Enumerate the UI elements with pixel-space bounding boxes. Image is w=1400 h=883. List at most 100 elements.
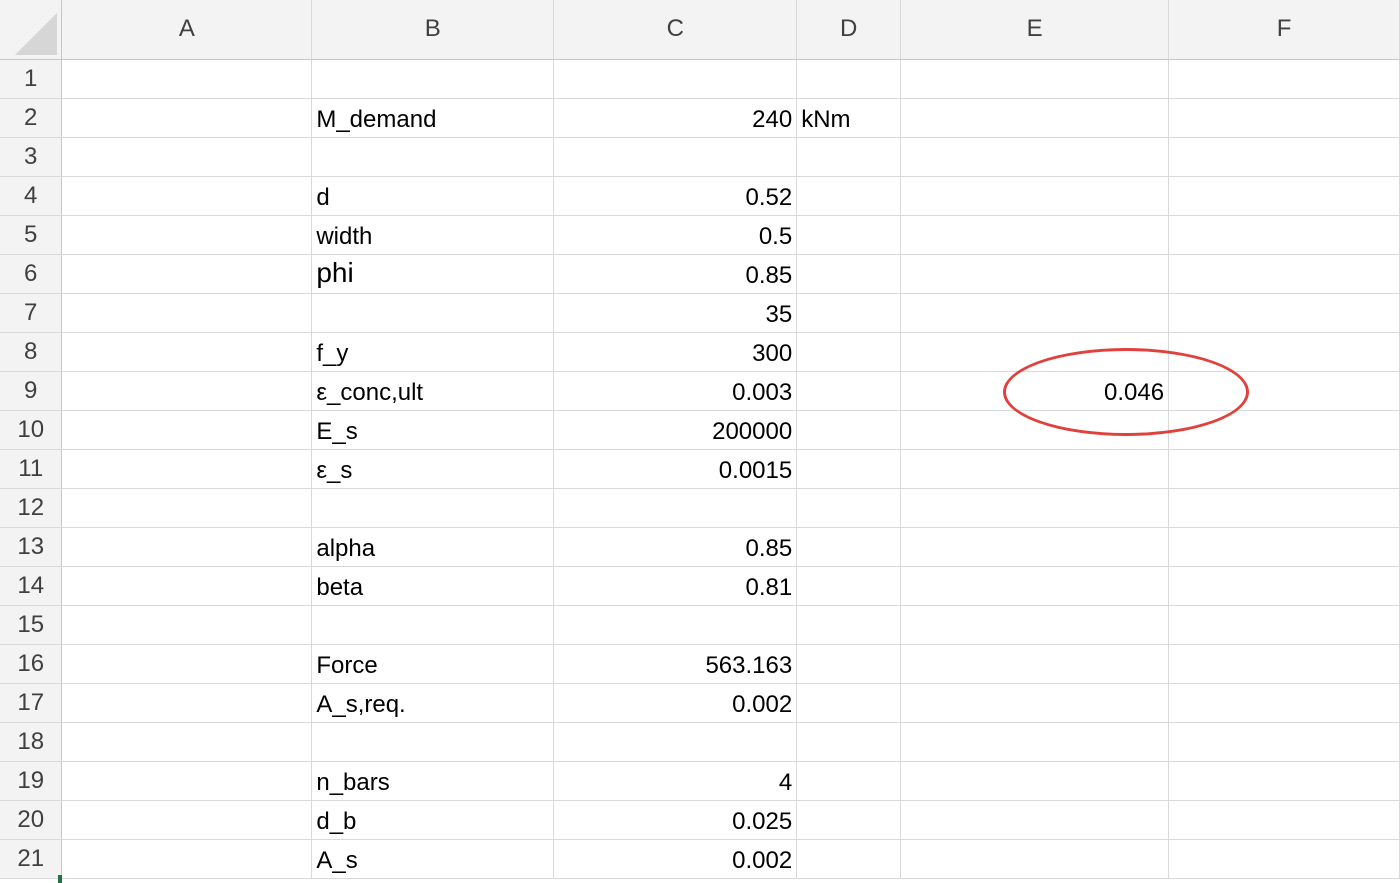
cell-b9[interactable]: ε_conc,ult	[311, 371, 555, 411]
cell-d13[interactable]	[796, 527, 902, 567]
cell-a6[interactable]	[61, 254, 313, 294]
cell-a2[interactable]	[61, 98, 313, 138]
row-header[interactable]: 16	[0, 644, 63, 684]
cell-a17[interactable]	[61, 683, 313, 723]
cell-a7[interactable]	[61, 293, 313, 333]
row-header[interactable]: 11	[0, 449, 63, 489]
cell-b11[interactable]: ε_s	[311, 449, 555, 489]
cell-b12[interactable]	[311, 488, 555, 528]
select-all-corner[interactable]	[0, 0, 63, 60]
cell-c20[interactable]: 0.025	[553, 800, 798, 840]
cell-a18[interactable]	[61, 722, 313, 762]
cell-d18[interactable]	[796, 722, 902, 762]
cell-d17[interactable]	[796, 683, 902, 723]
row-header[interactable]: 3	[0, 137, 63, 177]
row-header[interactable]: 19	[0, 761, 63, 801]
cell-c9[interactable]: 0.003	[553, 371, 798, 411]
cell-e18[interactable]	[900, 722, 1170, 762]
cell-b16[interactable]: Force	[311, 644, 555, 684]
row-header[interactable]: 1	[0, 59, 63, 99]
cell-e16[interactable]	[900, 644, 1170, 684]
cell-c12[interactable]	[553, 488, 798, 528]
cell-f20[interactable]	[1168, 800, 1400, 840]
cell-f15[interactable]	[1168, 605, 1400, 645]
cell-e3[interactable]	[900, 137, 1170, 177]
column-header-b[interactable]: B	[311, 0, 555, 60]
cell-e2[interactable]	[900, 98, 1170, 138]
cell-b10[interactable]: E_s	[311, 410, 555, 450]
cell-a21[interactable]	[61, 839, 313, 879]
cell-f19[interactable]	[1168, 761, 1400, 801]
cell-f16[interactable]	[1168, 644, 1400, 684]
cell-f6[interactable]	[1168, 254, 1400, 294]
cell-f5[interactable]	[1168, 215, 1400, 255]
cell-e11[interactable]	[900, 449, 1170, 489]
cell-d1[interactable]	[796, 59, 902, 99]
cell-f1[interactable]	[1168, 59, 1400, 99]
cell-e8[interactable]	[900, 332, 1170, 372]
row-header[interactable]: 21	[0, 839, 63, 879]
cell-a11[interactable]	[61, 449, 313, 489]
cell-f2[interactable]	[1168, 98, 1400, 138]
column-header-a[interactable]: A	[61, 0, 313, 60]
cell-a3[interactable]	[61, 137, 313, 177]
cell-d6[interactable]	[796, 254, 902, 294]
cell-a9[interactable]	[61, 371, 313, 411]
cell-b15[interactable]	[311, 605, 555, 645]
cell-c13[interactable]: 0.85	[553, 527, 798, 567]
cell-e5[interactable]	[900, 215, 1170, 255]
cell-a20[interactable]	[61, 800, 313, 840]
cell-d5[interactable]	[796, 215, 902, 255]
cell-e13[interactable]	[900, 527, 1170, 567]
cell-d4[interactable]	[796, 176, 902, 216]
row-header[interactable]: 9	[0, 371, 63, 411]
cell-e15[interactable]	[900, 605, 1170, 645]
cell-b1[interactable]	[311, 59, 555, 99]
cell-e21[interactable]	[900, 839, 1170, 879]
cell-b14[interactable]: beta	[311, 566, 555, 606]
cell-e4[interactable]	[900, 176, 1170, 216]
cell-c16[interactable]: 563.163	[553, 644, 798, 684]
cell-d12[interactable]	[796, 488, 902, 528]
cell-e12[interactable]	[900, 488, 1170, 528]
cell-b20[interactable]: d_b	[311, 800, 555, 840]
cell-e10[interactable]	[900, 410, 1170, 450]
cell-c2[interactable]: 240	[553, 98, 798, 138]
cell-b3[interactable]	[311, 137, 555, 177]
cell-c1[interactable]	[553, 59, 798, 99]
cell-e1[interactable]	[900, 59, 1170, 99]
cell-d14[interactable]	[796, 566, 902, 606]
cell-f21[interactable]	[1168, 839, 1400, 879]
column-header-d[interactable]: D	[796, 0, 902, 60]
row-header[interactable]: 14	[0, 566, 63, 606]
cell-d3[interactable]	[796, 137, 902, 177]
cell-c7[interactable]: 35	[553, 293, 798, 333]
cell-d7[interactable]	[796, 293, 902, 333]
cell-f3[interactable]	[1168, 137, 1400, 177]
row-header[interactable]: 10	[0, 410, 63, 450]
row-header[interactable]: 7	[0, 293, 63, 333]
cell-f10[interactable]	[1168, 410, 1400, 450]
cell-e9[interactable]: 0.046	[900, 371, 1170, 411]
cell-b18[interactable]	[311, 722, 555, 762]
cell-e19[interactable]	[900, 761, 1170, 801]
cell-d11[interactable]	[796, 449, 902, 489]
cell-f8[interactable]	[1168, 332, 1400, 372]
row-header[interactable]: 5	[0, 215, 63, 255]
cell-b19[interactable]: n_bars	[311, 761, 555, 801]
row-header[interactable]: 13	[0, 527, 63, 567]
cell-b4[interactable]: d	[311, 176, 555, 216]
cell-d20[interactable]	[796, 800, 902, 840]
cell-b7[interactable]	[311, 293, 555, 333]
cell-d16[interactable]	[796, 644, 902, 684]
cell-a4[interactable]	[61, 176, 313, 216]
column-header-c[interactable]: C	[553, 0, 798, 60]
cell-a8[interactable]	[61, 332, 313, 372]
cell-e14[interactable]	[900, 566, 1170, 606]
cell-c17[interactable]: 0.002	[553, 683, 798, 723]
row-header[interactable]: 12	[0, 488, 63, 528]
cell-c10[interactable]: 200000	[553, 410, 798, 450]
cell-f18[interactable]	[1168, 722, 1400, 762]
cell-a16[interactable]	[61, 644, 313, 684]
row-header[interactable]: 20	[0, 800, 63, 840]
